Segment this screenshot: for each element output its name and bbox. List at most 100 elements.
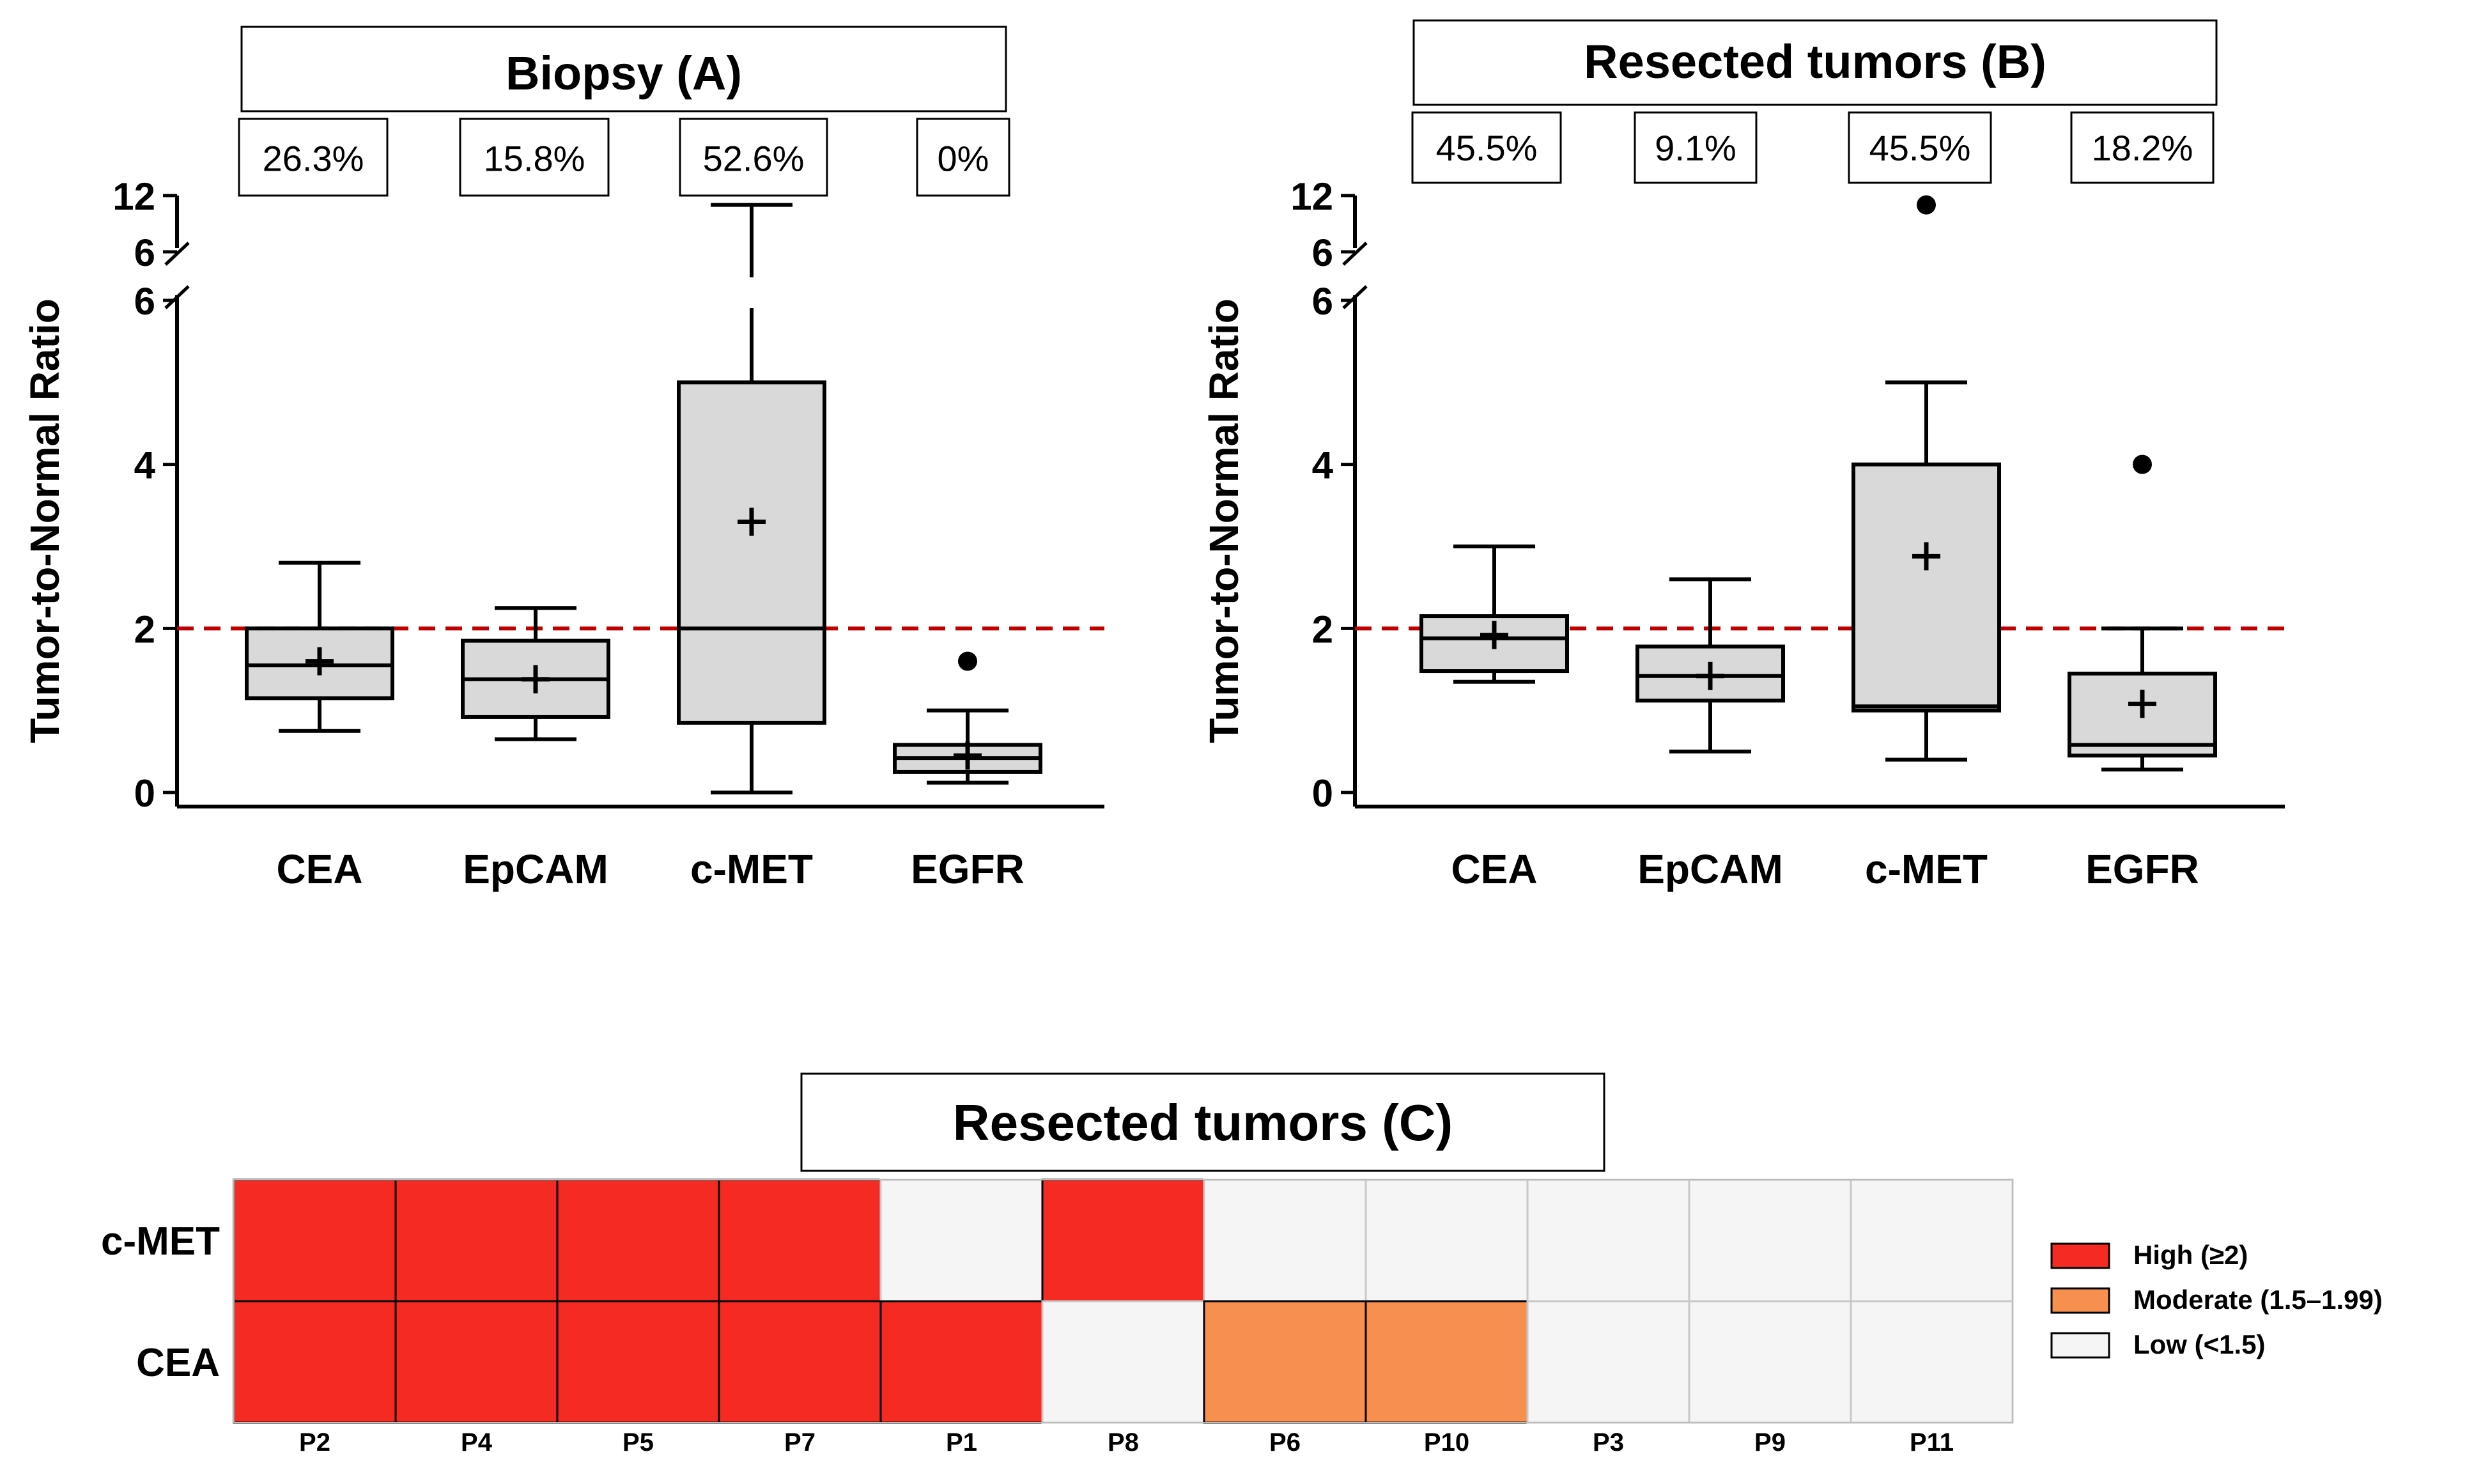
- heatmap-cell-c-met-p8: [1041, 1179, 1205, 1302]
- panel-b-y-tick-label-2: 2: [1312, 608, 1333, 651]
- heatmap-column-label-p8: P8: [1108, 1428, 1139, 1457]
- panel-a-category-label-egfr: EGFR: [911, 846, 1024, 892]
- legend-label-high: High (≥2): [2133, 1240, 2248, 1270]
- heatmap-frame: [233, 1179, 2013, 1423]
- heatmap-cell-cea-p6: [1203, 1300, 1367, 1424]
- panel-a-percent-box-egfr: [916, 118, 1010, 197]
- heatmap-column-label-p4: P4: [461, 1428, 493, 1457]
- panel-b-c-met-box: [1852, 462, 2001, 713]
- heatmap-cell-cea-p4: [394, 1300, 559, 1424]
- heatmap-column-label-p7: P7: [784, 1428, 816, 1457]
- heatmap-cell-c-met-p10: [1365, 1179, 1529, 1302]
- panel-a-y-break-tick-label-6: 6: [134, 231, 155, 274]
- panel-b-axis-break-mark-upper: [1342, 242, 1368, 266]
- heatmap-cell-c-met-p4: [394, 1179, 559, 1302]
- panel-b-percent-label-c-met: 45.5%: [1869, 128, 1971, 168]
- heatmap-column-label-p1: P1: [946, 1428, 977, 1457]
- heatmap-cell-c-met-p7: [718, 1179, 882, 1302]
- panel-a-y-tick-label-4: 4: [134, 444, 156, 487]
- panel-b-percent-box-c-met: [1848, 111, 1992, 184]
- panel-a-percent-box-cea: [238, 118, 389, 197]
- heatmap-cell-c-met-p3: [1526, 1179, 1690, 1302]
- panel-b-y-tick-label-0: 0: [1312, 772, 1333, 815]
- panel-b-title-box: [1412, 19, 2218, 106]
- heatmap-cell-cea-p9: [1688, 1300, 1852, 1424]
- panel-a-c-met-mean-marker: [738, 507, 766, 536]
- panel-a-percent-box-c-met: [679, 118, 828, 197]
- panel-a-c-met-box: [677, 380, 826, 725]
- panel-a-epcam-mean-marker: [522, 665, 550, 693]
- heatmap-cell-c-met-p11: [1850, 1179, 2014, 1302]
- panel-b-percent-box-cea: [1411, 111, 1562, 184]
- panel-b-y-break-tick-label-12: 12: [1290, 175, 1333, 218]
- heatmap-cell-cea-p1: [879, 1300, 1044, 1424]
- heatmap-cell-c-met-p2: [233, 1179, 397, 1302]
- panel-b-cea-mean-marker: [1480, 621, 1508, 649]
- heatmap-row-label-c-met: c-MET: [101, 1219, 220, 1264]
- heatmap-column-label-p6: P6: [1269, 1428, 1301, 1457]
- panel-a-y-tick-label-2: 2: [134, 608, 155, 651]
- heatmap-cell-cea-p7: [718, 1300, 882, 1424]
- panel-b-percent-box-epcam: [1634, 111, 1758, 184]
- legend-label-moderate: Moderate (1.5–1.99): [2133, 1285, 2383, 1315]
- legend-swatch-moderate: [2050, 1287, 2110, 1314]
- panel-b-percent-label-egfr: 18.2%: [2092, 128, 2193, 168]
- panel-b-y-break-tick-label-6: 6: [1312, 231, 1333, 274]
- panel-b-category-label-c-met: c-MET: [1865, 846, 1988, 892]
- panel-b-axis-break-mark-lower: [1342, 285, 1368, 309]
- panel-b-category-label-epcam: EpCAM: [1637, 846, 1783, 892]
- panel-b-box-plot: Resected tumors (B) Tumor-to-Normal Rati…: [1201, 19, 2285, 892]
- panel-b-y-axis-label: Tumor-to-Normal Ratio: [1201, 298, 1247, 743]
- panel-a-cea-mean-marker: [305, 647, 334, 676]
- panel-b-percent-label-epcam: 9.1%: [1655, 128, 1736, 168]
- panel-b-percent-box-egfr: [2070, 111, 2215, 184]
- heatmap-cell-cea-p3: [1526, 1300, 1690, 1424]
- panel-a-egfr-mean-marker: [954, 741, 982, 770]
- panel-c-title-box: [800, 1072, 1605, 1172]
- heatmap-column-label-p10: P10: [1424, 1428, 1469, 1457]
- panel-b-y-tick-label-4: 4: [1312, 444, 1334, 487]
- heatmap-column-label-p5: P5: [622, 1428, 654, 1457]
- panel-c-heatmap: Resected tumors (C) c-MET CEA P2 P4 P5 P7 P1 P8…: [101, 1072, 2383, 1457]
- heatmap-cell-c-met-p9: [1688, 1179, 1852, 1302]
- panel-a-percent-label-egfr: 0%: [938, 139, 989, 179]
- panel-b-percent-label-cea: 45.5%: [1436, 128, 1538, 168]
- panel-a-percent-label-c-met: 52.6%: [703, 139, 805, 179]
- panel-a-percent-box-epcam: [459, 118, 610, 197]
- panel-a-title-box: [240, 26, 1007, 112]
- panel-a-category-label-c-met: c-MET: [690, 846, 813, 892]
- panel-b-y-tick-label-6: 6: [1312, 280, 1333, 323]
- legend-swatch-low: [2050, 1332, 2110, 1359]
- panel-b-c-met-mean-marker: [1912, 542, 1940, 571]
- heatmap-column-label-p2: P2: [299, 1428, 330, 1457]
- panel-a-egfr-outlier-1: [958, 651, 977, 671]
- heatmap-cell-cea-p10: [1365, 1300, 1529, 1424]
- panel-a-title: Biopsy (A): [506, 47, 742, 100]
- panel-a-percent-label-cea: 26.3%: [263, 139, 364, 179]
- panel-b-epcam-mean-marker: [1696, 661, 1724, 690]
- legend-swatch-high: [2050, 1242, 2110, 1269]
- heatmap-cell-cea-p8: [1041, 1300, 1205, 1424]
- heatmap-row-label-cea: CEA: [136, 1341, 220, 1385]
- panel-a-y-tick-label-6: 6: [134, 280, 155, 323]
- panel-b-title: Resected tumors (B): [1584, 35, 2046, 88]
- panel-b-category-label-cea: CEA: [1451, 846, 1537, 892]
- heatmap-column-label-p3: P3: [1593, 1428, 1624, 1457]
- panel-a-y-axis-label: Tumor-to-Normal Ratio: [22, 298, 68, 743]
- panel-b-category-label-egfr: EGFR: [2085, 846, 2199, 892]
- heatmap-cell-cea-p11: [1850, 1300, 2014, 1424]
- legend-label-low: Low (<1.5): [2133, 1329, 2266, 1359]
- panel-c-title: Resected tumors (C): [953, 1094, 1453, 1151]
- panel-b-c-met-outlier-1: [1917, 195, 1936, 215]
- heatmap-cell-cea-p2: [233, 1300, 397, 1424]
- heatmap-column-label-p9: P9: [1754, 1428, 1786, 1457]
- panel-a-category-label-cea: CEA: [276, 846, 362, 892]
- panel-a-y-break-tick-label-12: 12: [112, 175, 155, 218]
- panel-a-box-plot: Biopsy (A) Tumor-to-Normal Ratio 26.3% 15…: [22, 26, 1104, 892]
- panel-a-axis-break-mark-lower: [164, 285, 190, 309]
- panel-a-cea-box: [245, 626, 394, 700]
- heatmap-cell-c-met-p6: [1203, 1179, 1367, 1302]
- panel-b-egfr-outlier-1: [2133, 454, 2152, 474]
- heatmap-cell-cea-p5: [556, 1300, 720, 1424]
- panel-a-y-tick-label-0: 0: [134, 772, 155, 815]
